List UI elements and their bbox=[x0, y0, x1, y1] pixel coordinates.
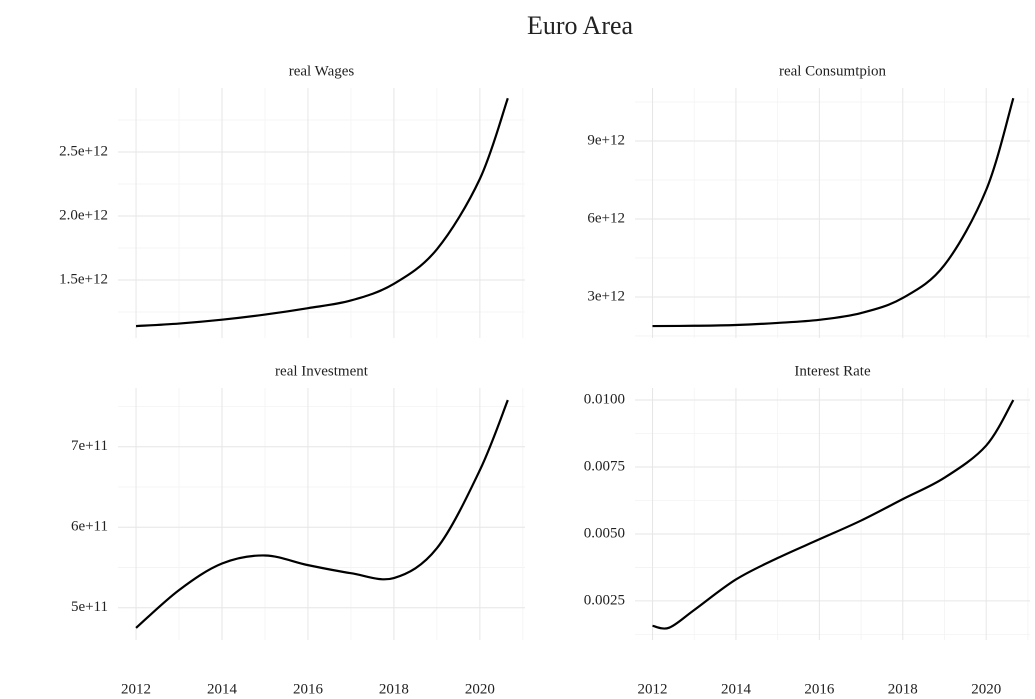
x-tick-label: 2014 bbox=[207, 681, 238, 697]
y-tick-label: 5e+11 bbox=[71, 599, 108, 615]
y-tick-label: 0.0075 bbox=[584, 458, 625, 474]
y-tick-label: 1.5e+12 bbox=[59, 271, 108, 287]
x-tick-label: 2014 bbox=[721, 681, 752, 697]
y-tick-label: 0.0025 bbox=[584, 592, 625, 608]
x-tick-label: 2020 bbox=[465, 681, 495, 697]
y-tick-label: 6e+11 bbox=[71, 519, 108, 535]
y-tick-label: 2.0e+12 bbox=[59, 207, 108, 223]
x-tick-label: 2016 bbox=[804, 681, 835, 697]
y-tick-label: 2.5e+12 bbox=[59, 143, 108, 159]
x-tick-label: 2018 bbox=[379, 681, 409, 697]
figure-title: Euro Area bbox=[527, 11, 634, 40]
line bbox=[652, 97, 1015, 328]
y-tick-label: 0.0100 bbox=[584, 391, 625, 407]
y-tick-label: 6e+12 bbox=[587, 210, 625, 226]
x-tick-label: 2012 bbox=[638, 681, 668, 697]
y-tick-label: 7e+11 bbox=[71, 438, 108, 454]
panel-title: real Consumtpion bbox=[779, 63, 887, 79]
x-tick-label: 2020 bbox=[971, 681, 1001, 697]
panel-title: real Wages bbox=[289, 63, 355, 79]
x-tick-label: 2018 bbox=[888, 681, 918, 697]
line bbox=[135, 97, 509, 328]
x-tick-label: 2016 bbox=[293, 681, 324, 697]
line bbox=[135, 399, 509, 629]
y-tick-label: 0.0050 bbox=[584, 525, 625, 541]
panel-title: Interest Rate bbox=[794, 363, 871, 379]
y-tick-label: 3e+12 bbox=[587, 288, 625, 304]
x-tick-label: 2012 bbox=[121, 681, 151, 697]
panel-title: real Investment bbox=[275, 363, 369, 379]
y-tick-label: 9e+12 bbox=[587, 132, 625, 148]
line bbox=[652, 399, 1015, 630]
